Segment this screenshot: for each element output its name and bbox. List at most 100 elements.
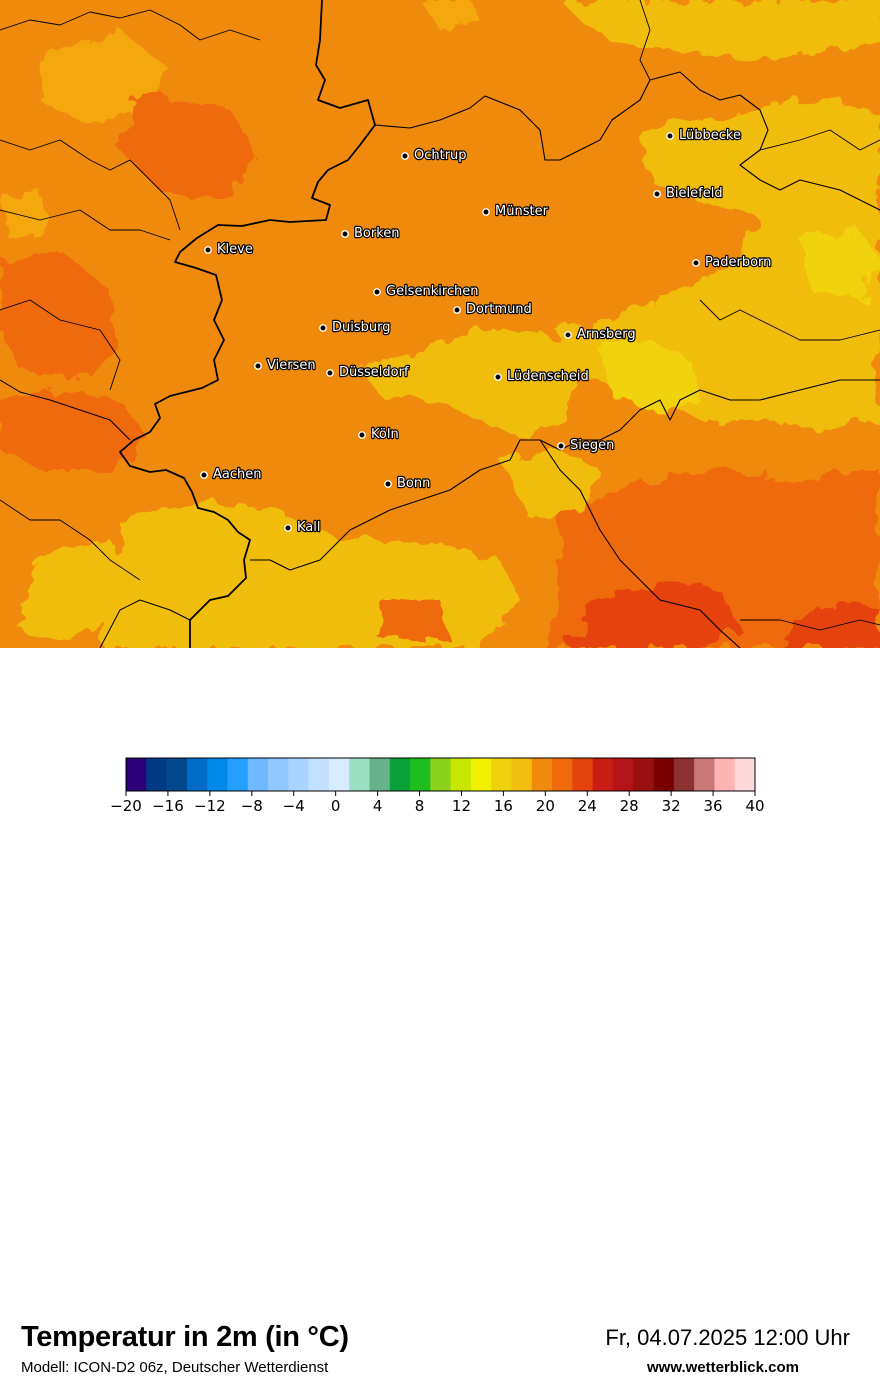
color-scale-box bbox=[531, 758, 553, 791]
map-title: Temperatur in 2m (in °C) bbox=[21, 1321, 349, 1353]
color-scale-box bbox=[146, 758, 167, 791]
state-border-north bbox=[374, 71, 880, 211]
city-marker: Köln bbox=[358, 426, 400, 443]
color-scale-box bbox=[653, 758, 675, 791]
city-label: Borken bbox=[354, 226, 400, 241]
city-label: Bielefeld bbox=[666, 186, 723, 201]
city-marker: Ochtrup bbox=[401, 147, 468, 164]
be-lux-border bbox=[99, 599, 191, 648]
city-dot bbox=[204, 246, 212, 254]
color-scale-tick-label: 12 bbox=[452, 797, 471, 815]
color-scale-border bbox=[125, 757, 756, 792]
city-dot bbox=[557, 442, 565, 450]
field-warm-center bbox=[360, 330, 580, 440]
city-label: Lübbecke bbox=[679, 128, 741, 143]
color-scale-tick-label: 36 bbox=[704, 797, 723, 815]
color-scale-box bbox=[491, 758, 512, 791]
city-dot bbox=[341, 230, 349, 238]
color-scale-box bbox=[714, 758, 736, 791]
color-scale-tick-label: −12 bbox=[194, 797, 226, 815]
city-label: Köln bbox=[371, 427, 399, 442]
city-marker: Bonn bbox=[384, 475, 432, 492]
state-border-south bbox=[539, 439, 741, 648]
cities: Lübbecke Ochtrup Bielefeld Münster Borken Kle… bbox=[200, 127, 773, 536]
color-scale-tick-label: −20 bbox=[110, 797, 142, 815]
color-scale-tick-label: 24 bbox=[578, 797, 597, 815]
color-scale-tick-label: −8 bbox=[241, 797, 263, 815]
color-scale-box bbox=[430, 758, 452, 791]
city-dot bbox=[653, 190, 661, 198]
city-marker: Lüdenscheid bbox=[494, 368, 590, 385]
field-warm-north bbox=[560, 0, 880, 60]
state-border-east bbox=[339, 379, 880, 541]
color-scale-tick-label: 4 bbox=[373, 797, 383, 815]
city-marker: Münster bbox=[482, 203, 550, 220]
city-label: Ochtrup bbox=[414, 148, 467, 163]
color-scale-box bbox=[410, 758, 431, 791]
color-scale-boxes bbox=[125, 757, 756, 792]
city-dot bbox=[564, 331, 572, 339]
city-label: Kleve bbox=[217, 242, 253, 257]
field-yellow-sauerland bbox=[600, 340, 700, 410]
field-hot-west bbox=[0, 250, 120, 380]
city-marker: Borken bbox=[341, 225, 401, 242]
temperature-fields bbox=[0, 0, 880, 648]
color-scale-box bbox=[633, 758, 654, 791]
city-label: Gelsenkirchen bbox=[386, 284, 479, 299]
city-label: Arnsberg bbox=[577, 327, 636, 342]
city-marker: Duisburg bbox=[319, 319, 392, 336]
color-scale-box bbox=[572, 758, 594, 791]
color-scale-box bbox=[349, 758, 370, 791]
color-scale-box bbox=[552, 758, 573, 791]
nl-be-border bbox=[0, 379, 131, 441]
city-dot bbox=[384, 480, 392, 488]
city-label: Bonn bbox=[397, 476, 430, 491]
field-very-hot-se bbox=[570, 580, 740, 648]
city-dot bbox=[319, 324, 327, 332]
field-very-hot-se2 bbox=[780, 600, 880, 648]
city-marker: Viersen bbox=[254, 357, 317, 374]
city-marker: Bielefeld bbox=[653, 185, 724, 202]
color-scale-box bbox=[673, 758, 695, 791]
field-warm-siegerland bbox=[500, 450, 600, 520]
color-scale-box bbox=[207, 758, 228, 791]
color-scale-box bbox=[450, 758, 472, 791]
city-marker: Dortmund bbox=[453, 301, 533, 318]
color-scale-box bbox=[511, 758, 533, 791]
color-scale-tick-label: 8 bbox=[415, 797, 425, 815]
city-label: Düsseldorf bbox=[339, 365, 409, 380]
color-scale-box bbox=[734, 758, 756, 791]
city-label: Aachen bbox=[213, 467, 261, 482]
color-scale-tick-label: −4 bbox=[283, 797, 305, 815]
color-scale-tick-label: 28 bbox=[620, 797, 639, 815]
field-yellow-east bbox=[800, 230, 880, 300]
rlp-border bbox=[250, 539, 341, 571]
color-scale-box bbox=[389, 758, 411, 791]
temperature-map: Lübbecke Ochtrup Bielefeld Münster Borken Kle… bbox=[0, 0, 880, 648]
color-scale-box bbox=[328, 758, 350, 791]
color-scale-box bbox=[694, 758, 715, 791]
color-scale-tick-label: 16 bbox=[494, 797, 513, 815]
city-dot bbox=[666, 132, 674, 140]
city-dot bbox=[326, 369, 334, 377]
city-dot bbox=[494, 373, 502, 381]
model-info: Modell: ICON-D2 06z, Deutscher Wetterdie… bbox=[21, 1359, 329, 1376]
color-scale-box bbox=[268, 758, 289, 791]
borders bbox=[0, 0, 880, 648]
color-scale-box bbox=[166, 758, 188, 791]
color-scale: −20 −16 −12 −8 −4 0 4 8 12 16 20 24 28 32 36 40 bbox=[110, 757, 765, 815]
field-hot-nl bbox=[120, 90, 260, 200]
color-scale-tick-label: 40 bbox=[745, 797, 764, 815]
city-dot bbox=[453, 306, 461, 314]
color-scale-tick-label: 32 bbox=[662, 797, 681, 815]
color-scale-tick-label: 20 bbox=[536, 797, 555, 815]
city-label: Dortmund bbox=[466, 302, 532, 317]
city-marker: Siegen bbox=[557, 437, 616, 454]
color-scale-box bbox=[470, 758, 492, 791]
city-dot bbox=[401, 152, 409, 160]
city-dot bbox=[284, 524, 292, 532]
website-link[interactable]: www.wetterblick.com bbox=[647, 1359, 799, 1376]
city-marker: Arnsberg bbox=[564, 326, 637, 343]
city-marker: Aachen bbox=[200, 466, 263, 483]
color-scale-box bbox=[369, 758, 391, 791]
